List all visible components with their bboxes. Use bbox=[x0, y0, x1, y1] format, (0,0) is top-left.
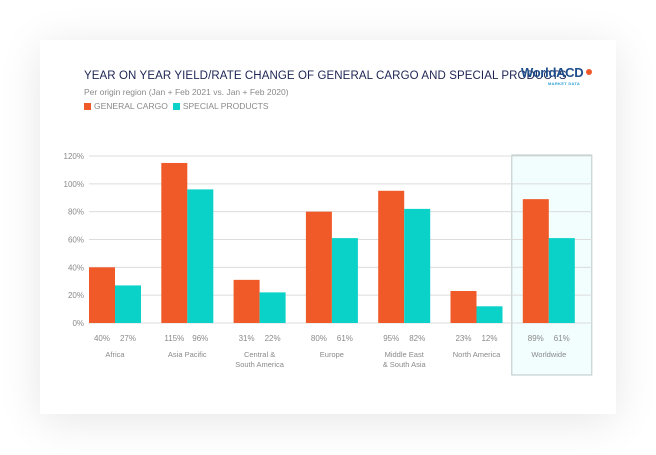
y-tick-label: 100% bbox=[64, 180, 84, 189]
bar-special-products bbox=[187, 189, 214, 323]
bar-special-products bbox=[548, 238, 575, 323]
y-tick-label: 120% bbox=[64, 152, 84, 161]
legend-swatch-general-cargo bbox=[84, 102, 91, 110]
bar-special-products bbox=[476, 306, 503, 323]
legend-swatch-special-products bbox=[172, 102, 180, 110]
bar-special-products bbox=[259, 292, 286, 323]
bar-general-cargo bbox=[233, 279, 260, 323]
value-label-special-products: 96% bbox=[192, 334, 208, 343]
legend-label-general-cargo: GENERAL CARGO bbox=[94, 101, 168, 111]
chart-subtitle: Per origin region (Jan + Feb 2021 vs. Ja… bbox=[84, 87, 289, 97]
category-label: Middle East bbox=[385, 350, 425, 359]
chart-title: YEAR ON YEAR YIELD/RATE CHANGE OF GENERA… bbox=[84, 70, 567, 82]
logo-wordmark: WorldACD bbox=[521, 65, 584, 80]
bar-special-products bbox=[115, 285, 141, 323]
bar-general-cargo bbox=[305, 211, 332, 323]
y-tick-label: 60% bbox=[68, 236, 84, 245]
bar-general-cargo bbox=[161, 162, 188, 323]
bar-general-cargo bbox=[522, 199, 549, 323]
value-label-general-cargo: 95% bbox=[383, 334, 399, 343]
category-label: Asia Pacific bbox=[168, 350, 207, 359]
logo-dot-icon bbox=[586, 69, 592, 75]
value-label-general-cargo: 89% bbox=[528, 334, 544, 343]
value-label-general-cargo: 40% bbox=[94, 334, 110, 343]
legend-item-general-cargo: GENERAL CARGO bbox=[84, 101, 168, 111]
bar-general-cargo bbox=[89, 267, 115, 323]
legend: GENERAL CARGO SPECIAL PRODUCTS bbox=[84, 101, 274, 111]
category-label: South America bbox=[235, 360, 285, 369]
bar-general-cargo bbox=[378, 190, 405, 323]
logo-subtext: MARKET DATA bbox=[548, 81, 581, 86]
category-label: & South Asia bbox=[383, 360, 427, 369]
y-tick-label: 80% bbox=[68, 208, 84, 217]
legend-item-special-products: SPECIAL PRODUCTS bbox=[172, 101, 269, 111]
bar-special-products bbox=[404, 208, 431, 323]
y-tick-label: 0% bbox=[72, 319, 84, 328]
value-label-general-cargo: 115% bbox=[164, 334, 184, 343]
value-label-special-products: 27% bbox=[120, 334, 136, 343]
y-tick-label: 20% bbox=[68, 291, 84, 300]
value-label-special-products: 82% bbox=[409, 334, 425, 343]
bar-special-products bbox=[331, 238, 358, 323]
bar-general-cargo bbox=[450, 290, 477, 323]
value-label-special-products: 61% bbox=[337, 334, 353, 343]
category-label: Central & bbox=[244, 350, 275, 359]
category-label: Africa bbox=[105, 350, 125, 359]
y-tick-label: 40% bbox=[68, 263, 84, 272]
worldacd-logo: WorldACD MARKET DATA bbox=[521, 65, 592, 92]
category-label: Europe bbox=[320, 350, 344, 359]
value-label-general-cargo: 31% bbox=[239, 334, 255, 343]
category-label: Worldwide bbox=[531, 350, 566, 359]
value-label-general-cargo: 23% bbox=[455, 334, 471, 343]
value-label-special-products: 61% bbox=[554, 334, 570, 343]
value-label-special-products: 22% bbox=[265, 334, 281, 343]
value-label-general-cargo: 80% bbox=[311, 334, 327, 343]
legend-label-special-products: SPECIAL PRODUCTS bbox=[182, 101, 269, 111]
value-label-special-products: 12% bbox=[481, 334, 497, 343]
category-label: North America bbox=[453, 350, 501, 359]
